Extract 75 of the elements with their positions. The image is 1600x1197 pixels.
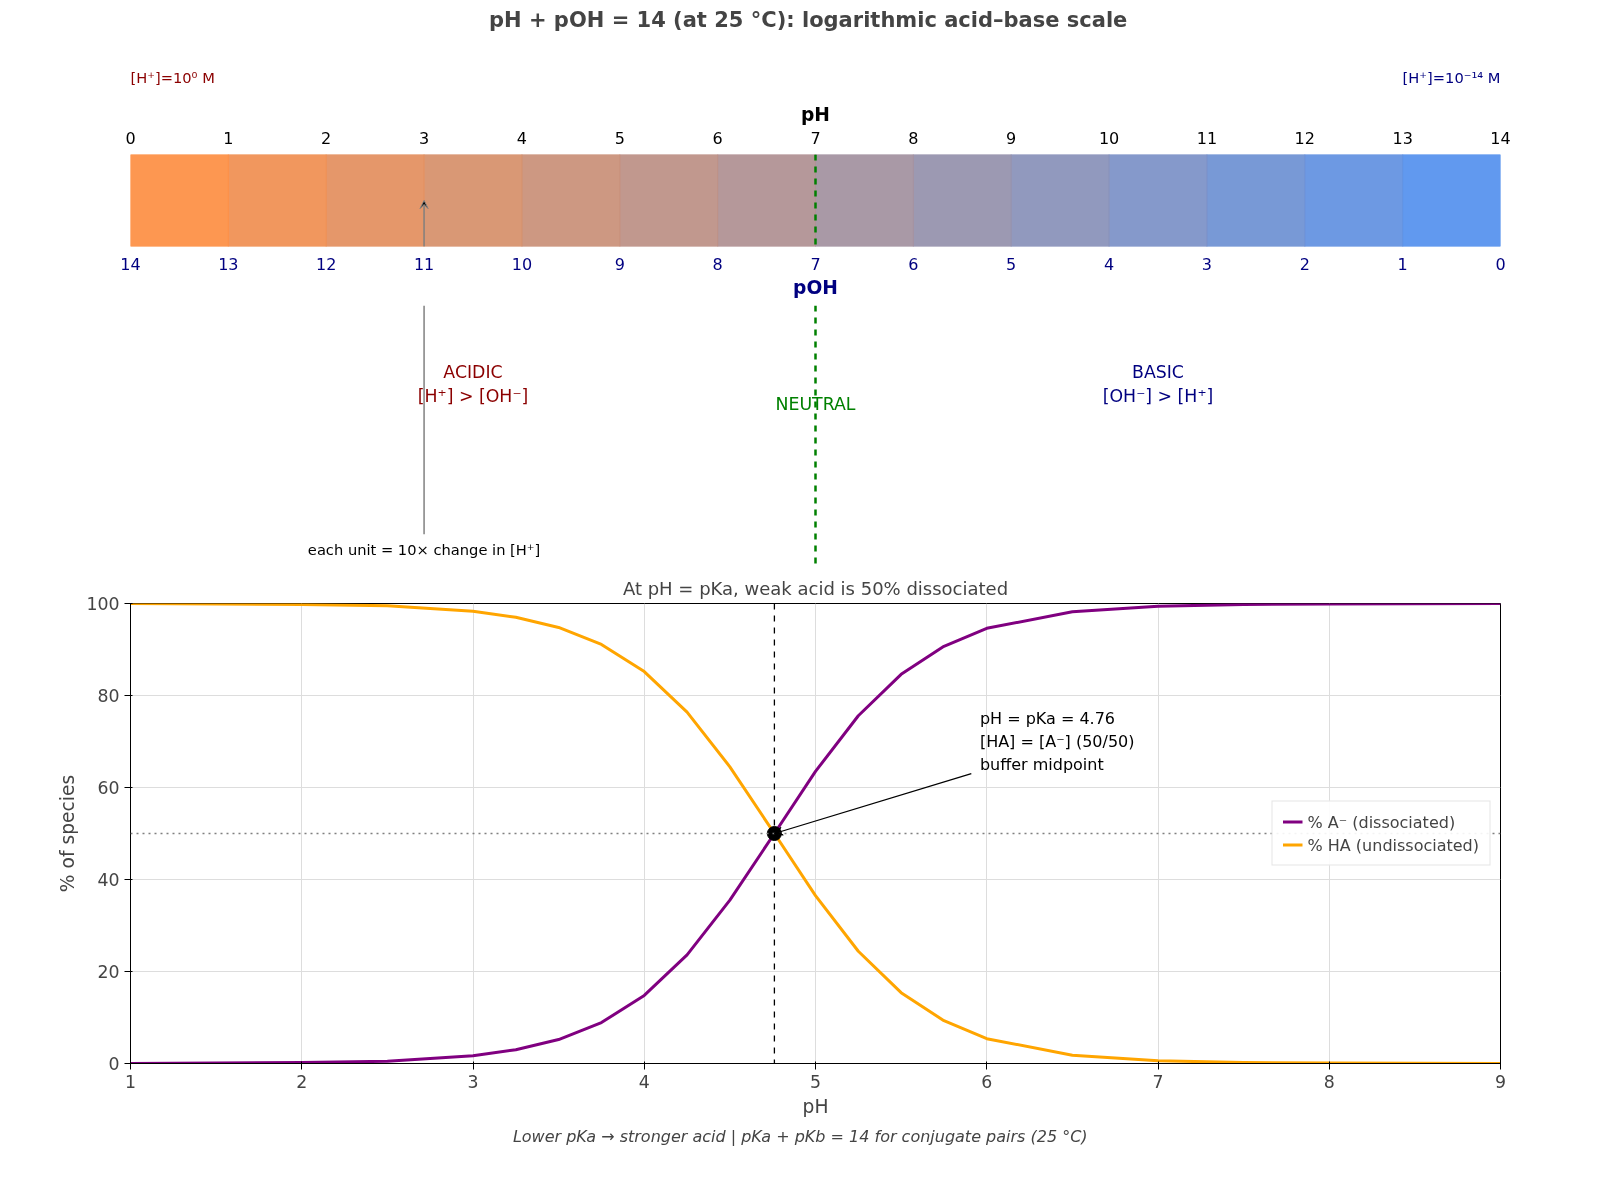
bar (1108, 154, 1208, 247)
x-tick-label: 3 (467, 1071, 479, 1092)
x-tick-label: 8 (1323, 1071, 1335, 1092)
x2-tick-label: 11 (1196, 128, 1218, 148)
x-tick-label: 2 (296, 1071, 308, 1092)
x-axis-title: pH (802, 1095, 829, 1117)
y-axis-title: % of species (57, 774, 79, 893)
x-tick-label: 11 (413, 254, 435, 274)
x-tick-label: 13 (218, 254, 239, 274)
bar (1010, 154, 1110, 247)
text: [H⁺]=10⁰ M (130, 69, 215, 87)
x-tick-label: 9 (1494, 1071, 1507, 1092)
y-tick-label: 40 (97, 870, 120, 890)
ref-line-label: NEUTRAL (775, 394, 856, 415)
x-tick-label: 1 (1397, 254, 1408, 274)
x2-tick-label: 4 (516, 128, 528, 148)
y-tick-label: 20 (97, 962, 120, 982)
x-tick-label: 12 (316, 254, 337, 274)
x2-tick-label: 10 (1098, 128, 1120, 148)
x-tick-label: 1 (124, 1071, 137, 1092)
bar (717, 154, 816, 247)
chart-title: At pH = pKa, weak acid is 50% dissociated (622, 577, 1009, 599)
annotation: pH = pKa = 4.76 [HA] = [A⁻] (50/50) buffer midpoint (979, 709, 1135, 774)
x-tick-label: 4 (1103, 254, 1115, 274)
bar (227, 154, 327, 247)
x-tick-label: 14 (120, 254, 141, 274)
x2-tick-label: 6 (712, 128, 723, 148)
x2-tick-label: 3 (418, 128, 430, 148)
bar (521, 154, 621, 247)
bar (325, 154, 425, 247)
y-tick-label: 60 (97, 778, 120, 798)
bar (619, 154, 719, 247)
x2-tick-label: 9 (1006, 128, 1017, 148)
text: Lower pKa → stronger acid | pKa + pKb = 14 for conjugate pairs (25 °C) (512, 1126, 1088, 1146)
x-tick-label: 9 (614, 254, 625, 274)
text: BASIC [OH⁻] > [H⁺] (1102, 361, 1214, 406)
bar (1206, 154, 1306, 247)
x2-tick-label: 5 (614, 128, 625, 148)
x-tick-label: 4 (638, 1071, 650, 1092)
y-tick-label: 100 (86, 594, 120, 614)
text: ACIDIC [H⁺] > [OH⁻] (417, 361, 529, 406)
y-tick-label: 0 (108, 1054, 120, 1074)
x2-tick-label: 2 (321, 128, 332, 148)
x-tick-label: 3 (1201, 254, 1213, 274)
x-axis-title: pOH (793, 276, 838, 298)
x-tick-label: 10 (511, 254, 533, 274)
x-tick-label: 6 (981, 1071, 993, 1092)
chart-title: pH + pOH = 14 (at 25 °C): logarithmic acid–base scale (489, 7, 1128, 32)
bar (815, 154, 914, 247)
x-tick-label: 7 (810, 254, 821, 274)
x-tick-label: 6 (908, 254, 919, 274)
x-tick-label: 5 (1006, 254, 1017, 274)
legend-label: % HA (undissociated) (1307, 835, 1479, 854)
bar (1402, 154, 1501, 247)
x2-tick-label: 0 (125, 128, 136, 148)
x-tick-label: 2 (1299, 254, 1310, 274)
x2-tick-label: 8 (908, 128, 919, 148)
annotation: each unit = 10× change in [H⁺] (307, 541, 541, 559)
y-tick-label: 80 (97, 686, 120, 706)
bar (912, 154, 1012, 247)
x-tick-label: 5 (809, 1071, 822, 1092)
x2-tick-label: 13 (1392, 128, 1413, 148)
x2-tick-label: 1 (223, 128, 234, 148)
x-tick-label: 7 (1152, 1071, 1164, 1092)
x2-tick-label: 12 (1294, 128, 1315, 148)
bar (1304, 154, 1404, 247)
x2-tick-label: 14 (1490, 128, 1511, 148)
x-tick-label: 0 (1495, 254, 1506, 274)
text: [H⁺]=10⁻¹⁴ M (1402, 69, 1501, 87)
x-tick-label: 8 (712, 254, 723, 274)
x2-axis-title: pH (801, 103, 830, 125)
bar (130, 154, 229, 247)
bar (423, 154, 523, 247)
legend-label: % A⁻ (dissociated) (1307, 812, 1456, 831)
x2-tick-label: 7 (810, 128, 821, 148)
